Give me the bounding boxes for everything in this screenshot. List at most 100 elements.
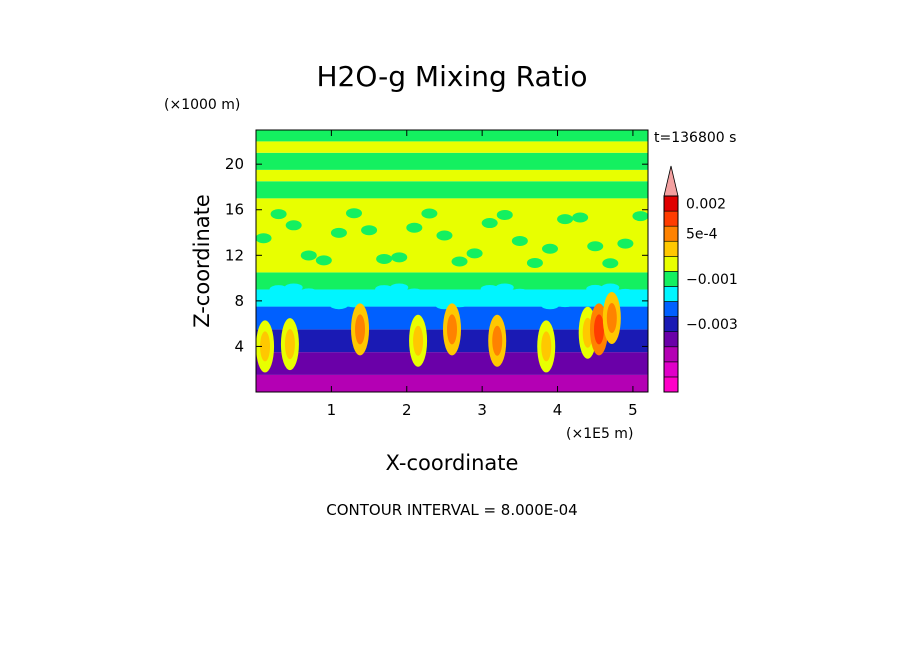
contour-pocket <box>406 222 423 233</box>
contour-pocket <box>510 288 529 297</box>
contour-pocket <box>285 220 302 231</box>
plume-core <box>606 302 617 333</box>
contour-pocket <box>329 301 348 310</box>
contour-pocket <box>330 227 347 238</box>
contour-pocket <box>256 292 273 301</box>
contour-pocket <box>375 285 394 294</box>
y-tick-label: 12 <box>225 246 244 264</box>
contour-pocket <box>405 288 424 297</box>
x-tick-label: 3 <box>477 401 487 419</box>
y-tick-label: 20 <box>225 155 244 173</box>
plume-core <box>260 331 271 362</box>
plume-core <box>492 325 503 356</box>
contour-pocket <box>361 225 378 236</box>
plume-core <box>355 314 366 345</box>
colorbar-level <box>663 225 679 242</box>
contour-pocket <box>284 283 303 292</box>
colorbar-level <box>663 346 679 363</box>
contour-pocket <box>602 258 619 269</box>
contour-pocket <box>617 238 634 249</box>
colorbar-level <box>663 195 679 212</box>
time-label: t=136800 s <box>654 130 736 146</box>
plume-core <box>594 314 604 345</box>
x-tick-label: 2 <box>402 401 412 419</box>
plume-core <box>284 329 295 360</box>
colorbar-level <box>663 331 679 348</box>
contour-pocket <box>631 296 648 305</box>
contour-interval-label: CONTOUR INTERVAL = 8.000E-04 <box>326 501 577 519</box>
colorbar-level <box>663 271 679 287</box>
y-tick-label: 16 <box>225 201 244 219</box>
x-unit-label: (×1E5 m) <box>566 426 633 442</box>
contour-pocket <box>391 252 408 263</box>
contour-pocket <box>481 218 498 229</box>
colorbar-label: 0.002 <box>686 197 726 213</box>
plume-core <box>413 325 424 356</box>
contour-pocket <box>572 212 589 223</box>
contour-band <box>256 141 648 153</box>
x-tick-label: 5 <box>628 401 638 419</box>
contour-pocket <box>616 288 635 297</box>
x-axis: 1 2 3 4 5 <box>327 130 638 419</box>
contour-pocket <box>451 256 468 267</box>
colorbar-level <box>663 256 679 272</box>
contour-pocket <box>360 292 379 301</box>
y-axis-title: Z-coordinate <box>190 194 214 328</box>
contour-pocket <box>314 296 333 305</box>
contour-pocket <box>632 211 648 222</box>
contour-pocket <box>420 296 439 305</box>
contour-pocket <box>269 285 288 294</box>
colorbar-label: 5e-4 <box>686 227 718 243</box>
contour-pocket <box>496 209 513 220</box>
colorbar-level <box>663 376 679 393</box>
colorbar-level <box>663 240 679 257</box>
colorbar-level <box>663 361 679 378</box>
chart-title: H2O-g Mixing Ratio <box>316 60 587 93</box>
contour-pocket <box>587 241 604 252</box>
contour-band <box>256 152 648 170</box>
y-unit-label: (×1000 m) <box>164 97 240 113</box>
contour-pocket <box>525 296 544 305</box>
contour-band <box>256 272 648 290</box>
contour-band <box>256 130 648 142</box>
plume-core <box>447 314 457 345</box>
contour-band <box>256 169 648 182</box>
contour-pocket <box>300 250 317 261</box>
colorbar-frame <box>663 195 679 393</box>
contour-pocket <box>299 288 318 297</box>
contour-band <box>256 181 648 199</box>
contour-pocket <box>465 292 484 301</box>
contour-pocket <box>556 299 575 308</box>
plot-frame <box>255 129 649 393</box>
y-tick-label: 4 <box>234 337 244 355</box>
x-tick-label: 4 <box>553 401 563 419</box>
contour-pocket <box>511 235 528 246</box>
contour-band <box>256 374 648 392</box>
colorbar-extend-arrow <box>663 165 679 197</box>
colorbar-label: −0.003 <box>686 317 738 333</box>
contour-pocket <box>376 253 393 264</box>
y-axis: 4 8 12 16 20 <box>225 155 648 355</box>
y-tick-label: 8 <box>234 292 244 310</box>
x-tick-label: 1 <box>327 401 337 419</box>
x-axis-title: X-coordinate <box>386 451 519 475</box>
contour-pocket <box>466 248 483 259</box>
plot-area <box>256 130 648 392</box>
colorbar-level <box>663 210 679 227</box>
contour-pocket <box>541 301 559 310</box>
contour-pocket <box>390 283 409 292</box>
contour-pocket <box>571 291 590 300</box>
contour-pocket <box>346 208 362 219</box>
contour-pocket <box>495 283 514 292</box>
contour-pocket <box>480 284 499 293</box>
contour-pocket <box>315 255 332 266</box>
contour-pocket <box>601 283 620 292</box>
colorbar-level <box>663 316 679 332</box>
colorbar-level <box>663 301 679 317</box>
contour-pocket <box>557 214 574 225</box>
contour-pocket <box>436 230 453 241</box>
contour-pocket <box>542 243 558 254</box>
plume-core <box>541 331 552 362</box>
contour-pocket <box>256 233 272 244</box>
contour-pocket <box>526 257 543 268</box>
